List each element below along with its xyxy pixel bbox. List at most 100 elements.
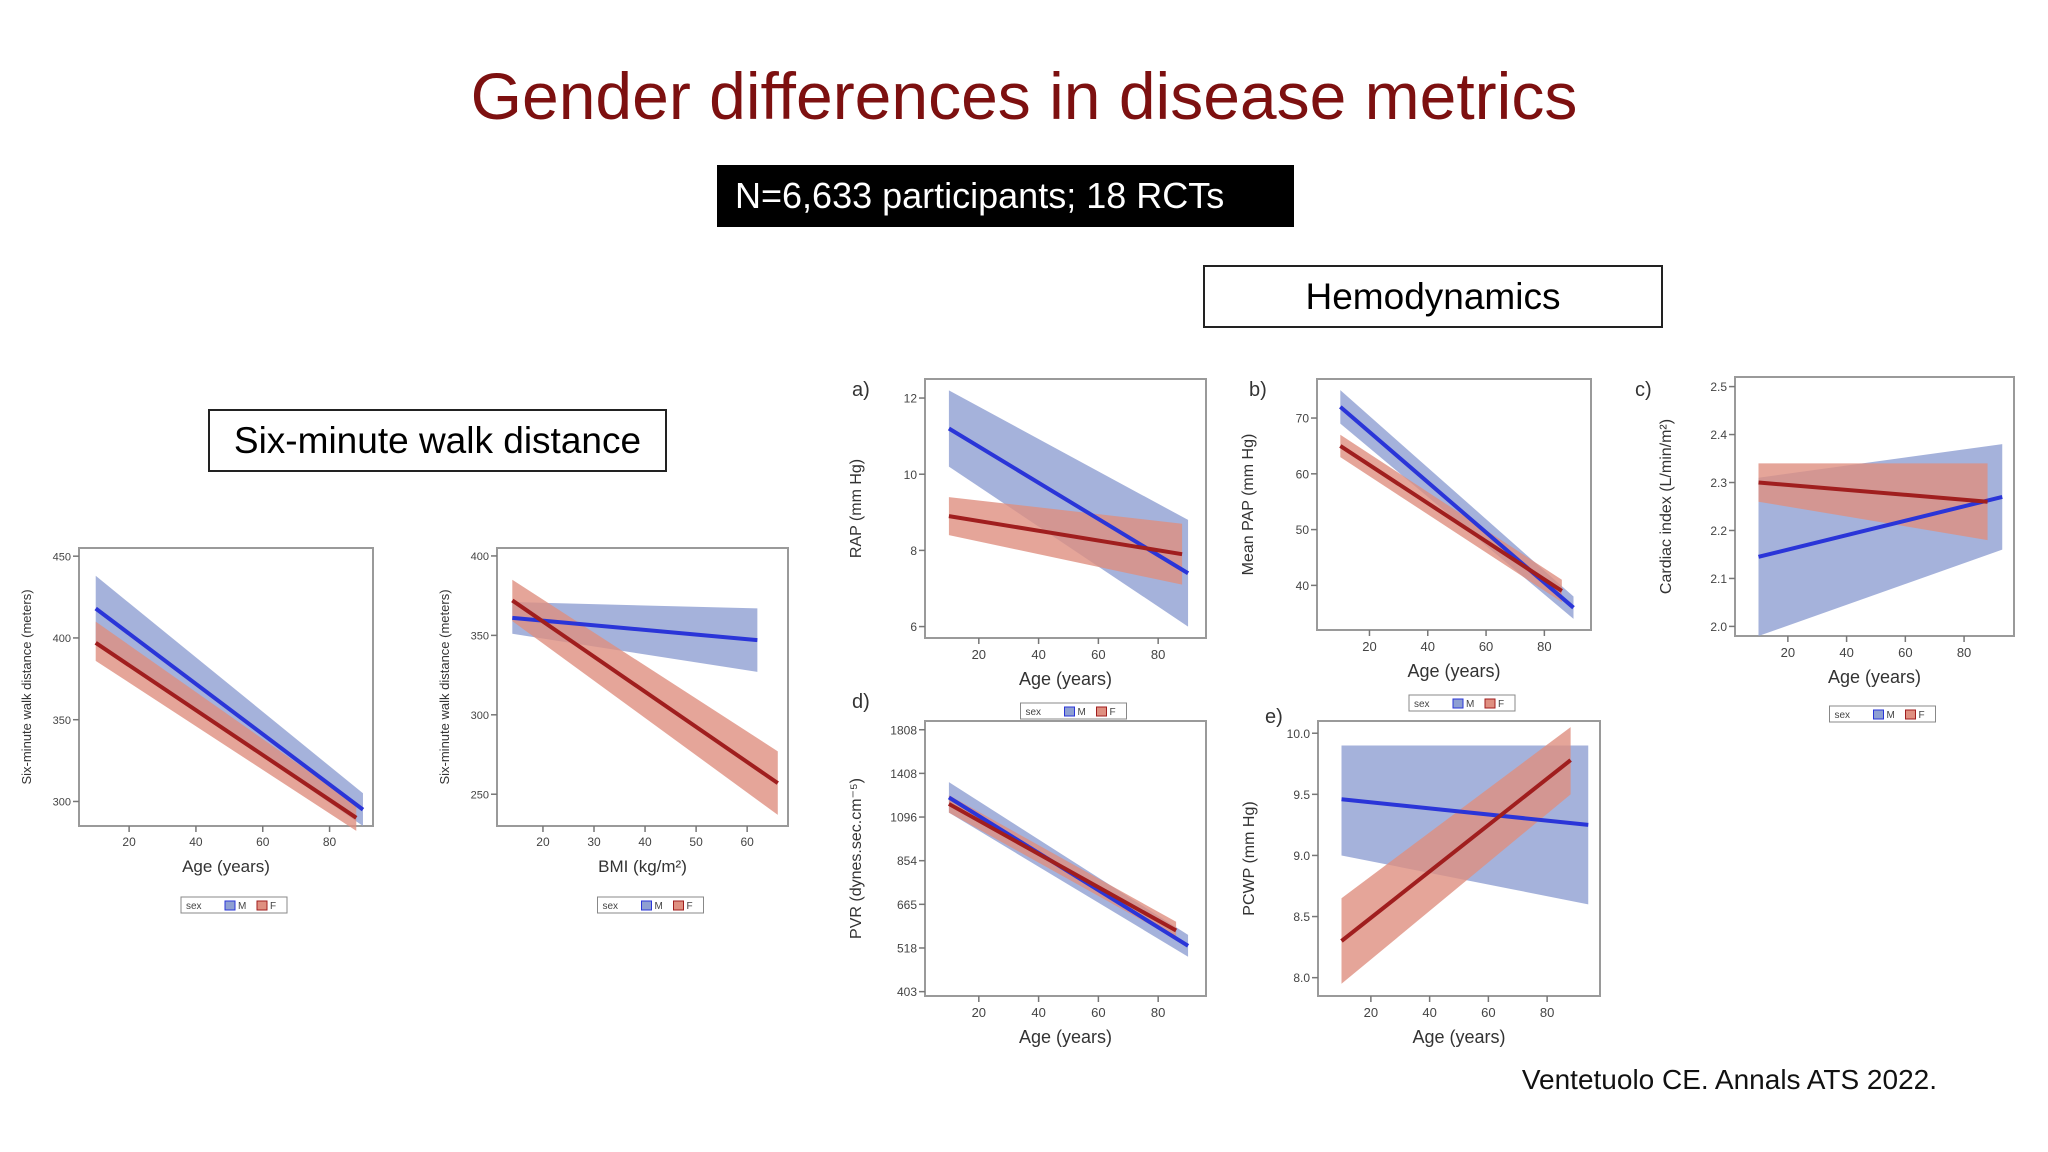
legend-item-label: M [1466, 699, 1474, 710]
y-tick-label: 8.0 [1293, 971, 1310, 985]
y-tick-label: 12 [904, 392, 918, 406]
legend-title: sex [603, 901, 619, 912]
y-axis-label: RAP (mm Hg) [848, 459, 865, 558]
legend: sex M F [597, 896, 704, 914]
ci-band-f [1341, 727, 1571, 984]
y-axis-label: Six-minute walk distance (meters) [437, 589, 452, 784]
panel-letter: c) [1635, 379, 1652, 401]
legend-title: sex [1835, 710, 1851, 721]
x-axis-label: Age (years) [1019, 669, 1112, 689]
x-tick-label: 80 [1151, 1005, 1165, 1020]
y-axis-label: PVR (dynes.sec.cm⁻⁵) [848, 778, 865, 939]
y-axis-label: Mean PAP (mm Hg) [1240, 434, 1257, 576]
x-tick-label: 60 [1898, 645, 1912, 660]
y-tick-label: 10 [904, 468, 918, 482]
chart-pvr: 20 40 60 80 403 518 665 854 1096 1408 1808 Age (yea… [848, 691, 1207, 1047]
x-tick-label: 40 [1421, 639, 1435, 654]
y-tick-label: 2.3 [1710, 476, 1727, 490]
y-tick-label: 40 [1296, 579, 1310, 593]
ci-band-f [512, 579, 778, 815]
x-tick-label: 40 [638, 835, 652, 849]
legend-item-label: M [1078, 707, 1086, 718]
chart-rap: 20 40 60 80 6 8 10 12 Age (years) RAP (mm Hg) a) se… [848, 378, 1207, 720]
y-tick-label: 2.5 [1710, 380, 1727, 394]
legend: sex M F [180, 896, 288, 914]
y-axis-label: Six-minute walk distance (meters) [19, 589, 34, 784]
x-tick-label: 60 [1091, 647, 1105, 662]
legend-item-label: M [655, 901, 663, 912]
y-tick-label: 2.4 [1710, 428, 1727, 442]
legend-swatch-f [1484, 698, 1496, 709]
legend-swatch-f [1905, 709, 1916, 720]
legend-item-label: M [1887, 710, 1895, 721]
x-tick-label: 20 [1781, 645, 1795, 660]
series-line-f [947, 802, 1178, 933]
legend-swatch-m [1064, 706, 1075, 717]
x-tick-label: 60 [1479, 639, 1493, 654]
chart-smwd_bmi: 20 30 40 50 60 250 300 350 400 BMI (kg/m²) Six-min… [437, 547, 789, 914]
legend-swatch-m [224, 900, 236, 911]
x-tick-label: 50 [689, 835, 703, 849]
y-tick-label: 403 [897, 985, 917, 999]
hemodynamics-label: Hemodynamics [1203, 265, 1663, 328]
x-tick-label: 20 [972, 647, 986, 662]
x-axis-label: Age (years) [1407, 661, 1500, 681]
y-tick-label: 6 [910, 620, 917, 634]
legend-title: sex [1414, 699, 1430, 710]
x-tick-label: 20 [536, 835, 550, 849]
panel-letter: a) [852, 379, 870, 401]
x-tick-label: 40 [1031, 1005, 1045, 1020]
y-tick-label: 854 [897, 854, 917, 868]
x-axis-label: BMI (kg/m²) [598, 857, 687, 876]
series-line-f [94, 641, 358, 820]
legend-item-label: F [687, 901, 693, 912]
series-line-f [1758, 480, 1988, 504]
y-tick-label: 60 [1296, 467, 1310, 481]
series-line-f [1340, 758, 1572, 943]
y-tick-label: 300 [471, 710, 489, 722]
y-tick-label: 400 [53, 633, 71, 645]
x-tick-label: 20 [972, 1005, 986, 1020]
y-tick-label: 2.2 [1710, 524, 1727, 538]
chart-smwd_age: 20 40 60 80 300 350 400 450 Age (years) Six-minut… [19, 547, 374, 914]
x-tick-label: 80 [1151, 647, 1165, 662]
y-tick-label: 518 [897, 942, 917, 956]
y-tick-label: 350 [471, 631, 489, 643]
y-tick-label: 2.1 [1710, 572, 1727, 586]
y-tick-label: 300 [53, 797, 71, 809]
y-tick-label: 450 [53, 551, 71, 563]
series-line-f [1339, 444, 1563, 593]
series-line-m [1758, 494, 2003, 559]
x-tick-label: 80 [1537, 639, 1551, 654]
participants-banner: N=6,633 participants; 18 RCTs [717, 165, 1294, 227]
legend-item-label: F [1919, 710, 1925, 721]
x-tick-label: 80 [1957, 645, 1971, 660]
ci-band-f [1758, 463, 1988, 541]
x-tick-label: 60 [1481, 1005, 1495, 1020]
x-axis-label: Age (years) [1019, 1027, 1112, 1047]
chart-mpap: 20 40 60 80 40 50 60 70 Age (years) Mean PAP (mm … [1240, 378, 1592, 712]
x-tick-label: 60 [740, 835, 754, 849]
chart-ci: 20 40 60 80 2.0 2.1 2.2 2.3 2.4 2.5 Age (years) Car… [1635, 376, 2015, 723]
legend-swatch-m [1873, 709, 1884, 720]
y-tick-label: 1096 [890, 811, 917, 825]
citation: Ventetuolo CE. Annals ATS 2022. [1521, 1064, 1937, 1095]
y-tick-label: 350 [53, 715, 71, 727]
legend: sex M F [1408, 694, 1516, 712]
ci-band-f [948, 497, 1183, 585]
slide-title: Gender differences in disease metrics [470, 59, 1578, 133]
x-axis-label: Age (years) [182, 857, 270, 876]
legend-title: sex [1026, 707, 1042, 718]
six-minute-walk-label: Six-minute walk distance [208, 409, 667, 472]
x-tick-label: 20 [122, 835, 136, 849]
series-line-f [511, 598, 779, 785]
legend-swatch-f [256, 900, 268, 911]
y-tick-label: 10.0 [1287, 727, 1311, 741]
y-tick-label: 50 [1296, 523, 1310, 537]
legend-swatch-f [673, 900, 684, 911]
y-tick-label: 9.0 [1293, 849, 1310, 863]
x-tick-label: 80 [323, 835, 337, 849]
y-tick-label: 1408 [890, 767, 917, 781]
x-tick-label: 40 [1422, 1005, 1436, 1020]
